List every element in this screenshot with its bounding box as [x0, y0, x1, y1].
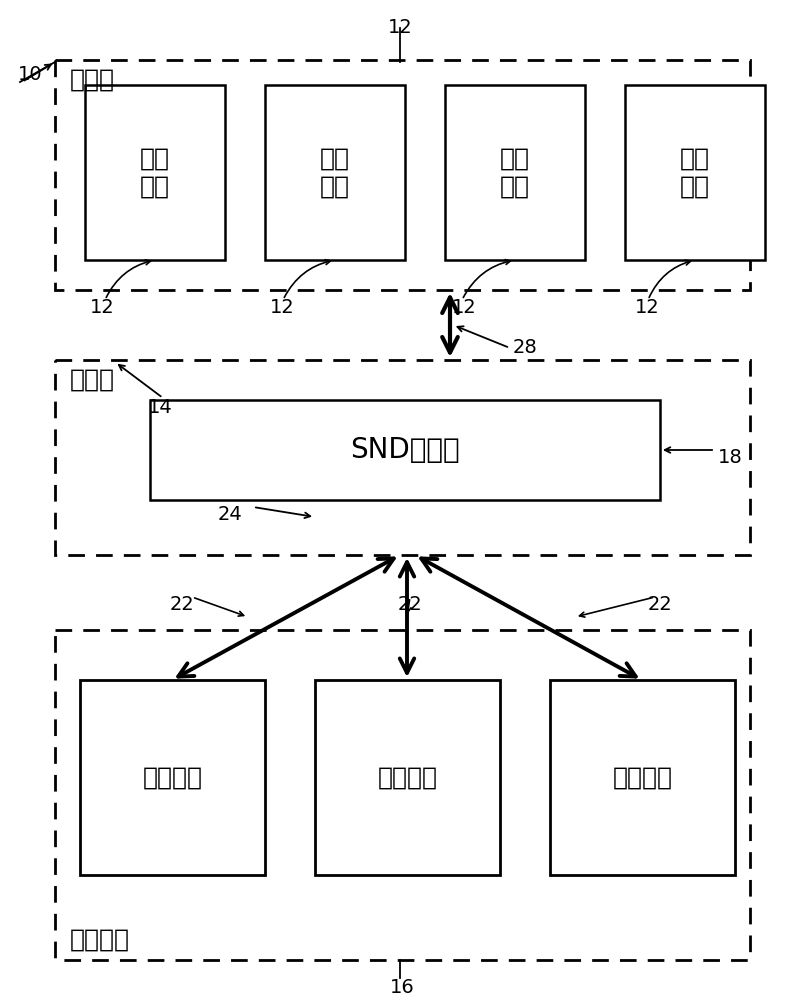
Bar	[85, 85, 225, 260]
Bar	[264, 85, 405, 260]
Bar	[444, 85, 584, 260]
Text: 14: 14	[148, 398, 173, 417]
Text: 12: 12	[270, 298, 294, 317]
Text: 网络设备: 网络设备	[142, 766, 202, 790]
Text: SND控制器: SND控制器	[350, 436, 459, 464]
Text: 转发设备: 转发设备	[70, 928, 130, 952]
Bar	[624, 85, 764, 260]
Text: 16: 16	[389, 978, 414, 997]
Bar	[80, 680, 264, 875]
Bar	[150, 400, 659, 500]
Text: 22: 22	[397, 595, 423, 614]
Text: 12: 12	[90, 298, 114, 317]
Bar	[55, 60, 749, 290]
Text: 控制层: 控制层	[70, 368, 115, 392]
Text: 网络设备: 网络设备	[377, 766, 437, 790]
Text: 应用
程序: 应用 程序	[139, 147, 169, 198]
Text: 网络设备: 网络设备	[611, 766, 672, 790]
Text: 12: 12	[388, 18, 412, 37]
Text: 应用
程序: 应用 程序	[320, 147, 350, 198]
Text: 28: 28	[513, 338, 537, 357]
Text: 12: 12	[452, 298, 476, 317]
Text: 24: 24	[217, 505, 242, 524]
Text: 12: 12	[634, 298, 659, 317]
Text: 18: 18	[717, 448, 742, 467]
Text: 应用层: 应用层	[70, 68, 115, 92]
Bar	[315, 680, 500, 875]
Text: 应用
程序: 应用 程序	[500, 147, 530, 198]
Text: 22: 22	[647, 595, 672, 614]
Text: 10: 10	[18, 65, 42, 84]
Bar	[55, 360, 749, 555]
Bar	[55, 630, 749, 960]
Text: 22: 22	[169, 595, 195, 614]
Bar	[549, 680, 734, 875]
Text: 应用
程序: 应用 程序	[679, 147, 709, 198]
